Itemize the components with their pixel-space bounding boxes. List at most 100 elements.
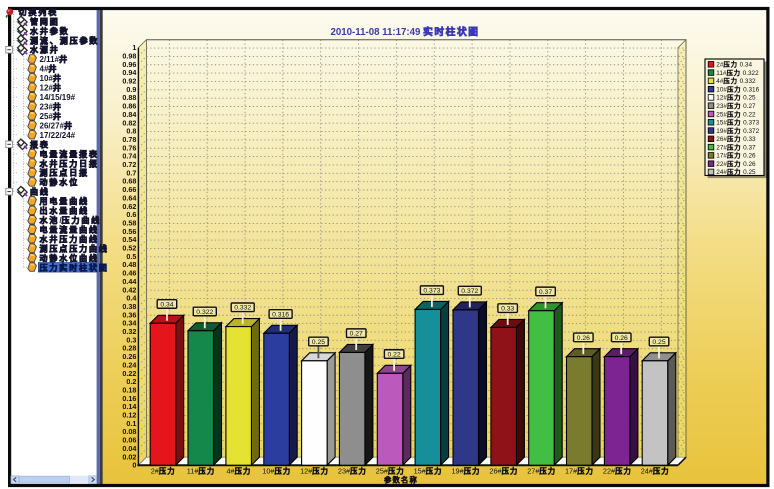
svg-text:0.37: 0.37 xyxy=(539,289,552,296)
svg-text:17#压力: 17#压力 xyxy=(565,467,594,476)
svg-text:0.44: 0.44 xyxy=(122,277,136,286)
svg-text:1: 1 xyxy=(132,43,136,52)
svg-text:测流、测压参数: 测流、测压参数 xyxy=(30,35,99,45)
svg-text:0.58: 0.58 xyxy=(122,218,136,227)
svg-text:17/22/24#: 17/22/24# xyxy=(40,131,76,140)
svg-text:4#井: 4#井 xyxy=(40,64,59,74)
svg-text:0.18: 0.18 xyxy=(122,385,136,394)
svg-text:15#压力 0.373: 15#压力 0.373 xyxy=(716,118,759,127)
svg-text:0.62: 0.62 xyxy=(122,202,136,211)
svg-text:动静水位: 动静水位 xyxy=(40,177,80,187)
svg-text:2#压力: 2#压力 xyxy=(151,467,176,476)
svg-text:水井参数: 水井参数 xyxy=(29,26,70,36)
svg-text:0.06: 0.06 xyxy=(122,436,136,445)
svg-text:2010-11-08 11:17:49 实时柱状图: 2010-11-08 11:17:49 实时柱状图 xyxy=(330,25,479,38)
svg-text:19#压力: 19#压力 xyxy=(452,467,481,476)
svg-text:12#井: 12#井 xyxy=(40,83,63,93)
svg-text:电量流量曲线: 电量流量曲线 xyxy=(40,225,99,235)
svg-text:23#井: 23#井 xyxy=(40,102,63,112)
svg-text:0.94: 0.94 xyxy=(122,68,136,77)
svg-text:0.42: 0.42 xyxy=(122,285,136,294)
svg-text:2#压力 0.34: 2#压力 0.34 xyxy=(716,60,752,69)
svg-text:0.22: 0.22 xyxy=(122,369,136,378)
svg-text:10#压力: 10#压力 xyxy=(262,467,291,476)
svg-text:0.38: 0.38 xyxy=(122,302,136,311)
svg-text:0.34: 0.34 xyxy=(160,301,173,308)
svg-text:0.92: 0.92 xyxy=(122,77,136,86)
svg-text:10#压力 0.316: 10#压力 0.316 xyxy=(716,84,759,93)
svg-text:0.14: 0.14 xyxy=(122,402,136,411)
svg-text:参数名称: 参数名称 xyxy=(384,475,418,484)
svg-text:0.26: 0.26 xyxy=(577,335,590,342)
svg-text:0.8: 0.8 xyxy=(126,127,136,136)
svg-text:测压点压力曲线: 测压点压力曲线 xyxy=(40,243,109,253)
svg-text:出水量曲线: 出水量曲线 xyxy=(40,206,90,216)
svg-text:0.32: 0.32 xyxy=(122,327,136,336)
svg-text:0: 0 xyxy=(132,461,136,470)
svg-text:水池/压力曲线: 水池/压力曲线 xyxy=(39,215,102,225)
svg-text:0.316: 0.316 xyxy=(272,311,289,318)
svg-text:0.2: 0.2 xyxy=(126,377,136,386)
svg-text:0.24: 0.24 xyxy=(122,360,136,369)
svg-text:0.68: 0.68 xyxy=(122,177,136,186)
svg-text:测压点日报: 测压点日报 xyxy=(40,168,90,178)
svg-text:0.1: 0.1 xyxy=(126,419,136,428)
svg-text:26#压力: 26#压力 xyxy=(489,467,518,476)
svg-text:0.12: 0.12 xyxy=(122,411,136,420)
svg-text:0.322: 0.322 xyxy=(196,309,213,316)
svg-text:0.96: 0.96 xyxy=(122,60,136,69)
svg-text:报表: 报表 xyxy=(30,139,50,149)
svg-text:0.72: 0.72 xyxy=(122,160,136,169)
svg-text:24#压力 0.25: 24#压力 0.25 xyxy=(716,167,756,176)
svg-text:22#压力 0.26: 22#压力 0.26 xyxy=(716,159,756,168)
svg-text:0.82: 0.82 xyxy=(122,118,136,127)
svg-text:0.7: 0.7 xyxy=(126,168,136,177)
svg-text:动静水位曲线: 动静水位曲线 xyxy=(40,253,99,263)
svg-text:曲线: 曲线 xyxy=(30,187,50,197)
svg-text:0.25: 0.25 xyxy=(312,339,325,346)
svg-text:14/15/19#: 14/15/19# xyxy=(40,93,76,102)
svg-text:0.88: 0.88 xyxy=(122,93,136,102)
svg-text:0.02: 0.02 xyxy=(122,452,136,461)
svg-text:管网图: 管网图 xyxy=(30,16,60,26)
svg-text:0.76: 0.76 xyxy=(122,143,136,152)
svg-text:0.4: 0.4 xyxy=(126,294,136,303)
svg-text:11#压力 0.322: 11#压力 0.322 xyxy=(716,68,759,77)
svg-text:电量流量报表: 电量流量报表 xyxy=(40,149,99,159)
svg-text:0.33: 0.33 xyxy=(501,306,514,313)
svg-text:0.98: 0.98 xyxy=(122,51,136,60)
svg-text:0.16: 0.16 xyxy=(122,394,136,403)
svg-text:26#压力 0.33: 26#压力 0.33 xyxy=(716,134,756,143)
svg-text:4#压力: 4#压力 xyxy=(226,467,251,476)
svg-text:11#压力: 11#压力 xyxy=(187,467,215,476)
svg-text:0.86: 0.86 xyxy=(122,102,136,111)
svg-text:0.74: 0.74 xyxy=(122,152,136,161)
svg-text:切换列表: 切换列表 xyxy=(19,7,59,17)
svg-text:12#压力: 12#压力 xyxy=(300,467,329,476)
svg-text:0.52: 0.52 xyxy=(122,244,136,253)
svg-text:0.6: 0.6 xyxy=(126,210,136,219)
svg-text:0.78: 0.78 xyxy=(122,135,136,144)
svg-text:0.56: 0.56 xyxy=(122,227,136,236)
svg-text:22#压力: 22#压力 xyxy=(603,467,632,476)
svg-text:0.54: 0.54 xyxy=(122,235,136,244)
svg-text:水井压力日报: 水井压力日报 xyxy=(39,158,99,168)
svg-text:0.27: 0.27 xyxy=(350,331,363,338)
svg-text:12#压力 0.25: 12#压力 0.25 xyxy=(716,93,756,102)
svg-text:23#压力 0.27: 23#压力 0.27 xyxy=(716,101,756,110)
svg-text:0.22: 0.22 xyxy=(387,351,400,358)
svg-text:用电量曲线: 用电量曲线 xyxy=(39,196,90,206)
svg-text:15#压力: 15#压力 xyxy=(414,467,443,476)
svg-text:0.332: 0.332 xyxy=(234,305,251,312)
svg-text:0.08: 0.08 xyxy=(122,427,136,436)
svg-text:2/11#井: 2/11#井 xyxy=(40,54,69,64)
svg-text:4#压力 0.332: 4#压力 0.332 xyxy=(716,76,756,85)
svg-text:0.34: 0.34 xyxy=(122,319,136,328)
svg-text:19#压力 0.372: 19#压力 0.372 xyxy=(716,126,759,135)
svg-text:0.64: 0.64 xyxy=(122,193,136,202)
svg-text:24#压力: 24#压力 xyxy=(641,467,670,476)
svg-text:23#压力: 23#压力 xyxy=(338,467,367,476)
svg-text:0.3: 0.3 xyxy=(126,335,136,344)
svg-text:0.28: 0.28 xyxy=(122,344,136,353)
svg-text:0.66: 0.66 xyxy=(122,185,136,194)
